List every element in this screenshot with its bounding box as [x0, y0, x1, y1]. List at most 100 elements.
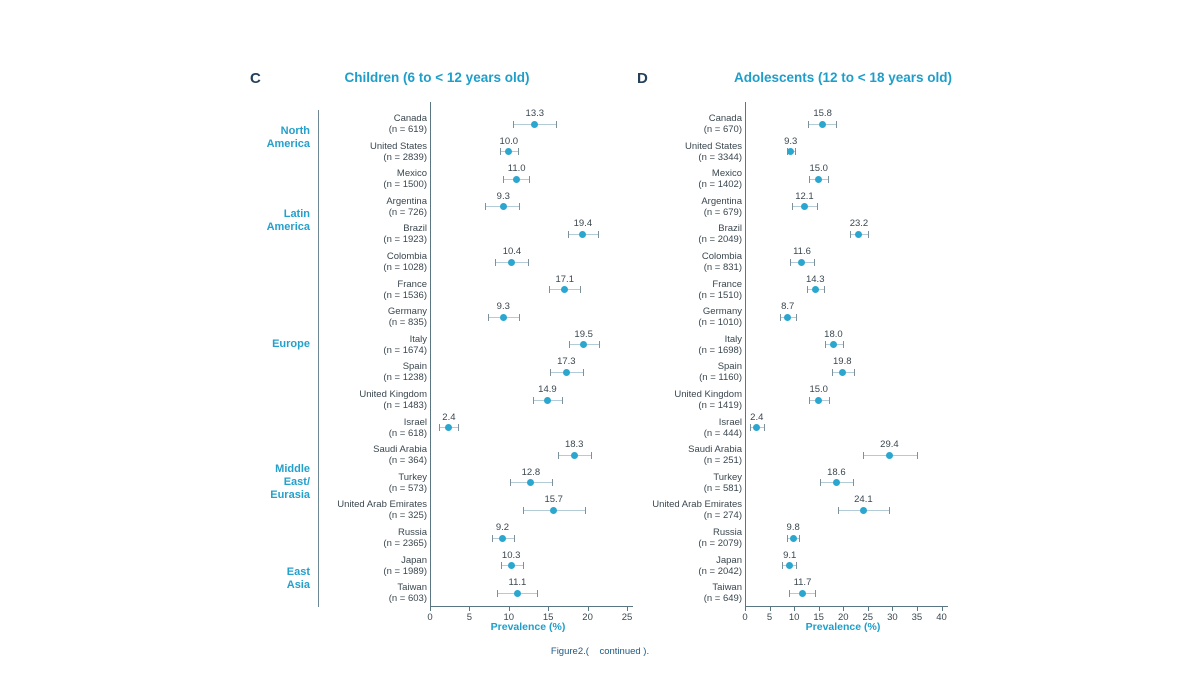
- error-bar-cap-right: [842, 341, 844, 349]
- error-bar-cap-left: [786, 534, 788, 542]
- error-bar-cap-left: [495, 258, 497, 266]
- value-label: 9.3: [496, 301, 510, 313]
- error-bar-cap-right: [799, 534, 801, 542]
- error-bar-cap-right: [814, 258, 816, 266]
- data-point: [550, 506, 558, 514]
- axis-tick-label: 30: [887, 612, 898, 623]
- country-name: France: [712, 278, 742, 290]
- country-label: United States (n = 3344): [542, 141, 742, 163]
- country-label: Taiwan (n = 603): [227, 582, 427, 604]
- region-label: Europe: [110, 338, 310, 351]
- error-bar-cap-right: [579, 286, 581, 294]
- country-label: Spain (n = 1160): [542, 361, 742, 383]
- country-name: United Kingdom: [359, 389, 427, 400]
- country-name: Israel: [718, 416, 742, 428]
- country-sample-size: (n = 581): [703, 482, 742, 494]
- country-name: Canada: [708, 113, 742, 124]
- axis-tick-label: 5: [766, 612, 773, 623]
- error-bar-cap-left: [496, 589, 498, 597]
- data-point: [513, 589, 521, 597]
- region-label-line: Asia: [286, 579, 310, 592]
- value-label: 9.2: [495, 522, 510, 533]
- country-label: Canada (n = 670): [542, 113, 742, 135]
- error-bar-cap-right: [599, 341, 601, 349]
- error-bar-cap-right: [796, 562, 798, 570]
- country-label: United Arab Emirates (n = 325): [227, 499, 427, 521]
- value-label: 9.1: [783, 549, 797, 561]
- axis-tick-label: 35: [911, 612, 923, 623]
- error-bar-cap-right: [552, 479, 554, 487]
- error-bar-cap-left: [792, 203, 794, 211]
- data-point: [579, 230, 587, 238]
- country-name: Italy: [724, 333, 742, 345]
- value-label: 15.8: [813, 108, 832, 119]
- error-bar-cap-left: [503, 175, 505, 183]
- value-label: 9.8: [786, 522, 800, 533]
- value-label: 15.7: [544, 494, 563, 506]
- error-bar-cap-right: [916, 451, 918, 459]
- x-axis-line: [745, 606, 948, 607]
- country-name: Spain: [717, 361, 742, 373]
- value-label: 19.5: [574, 328, 593, 340]
- data-point: [855, 230, 863, 238]
- country-name: Saudi Arabia: [688, 444, 742, 456]
- region-label-line: Europe: [272, 338, 310, 351]
- country-sample-size: (n = 2079): [698, 538, 742, 549]
- data-point: [815, 175, 823, 183]
- error-bar-cap-right: [795, 313, 797, 321]
- country-sample-size: (n = 1028): [383, 262, 427, 273]
- country-sample-size: (n = 2042): [698, 565, 742, 577]
- axis-tick: [941, 606, 943, 611]
- axis-tick-label: 0: [427, 612, 433, 623]
- value-label: 14.9: [538, 384, 557, 395]
- country-sample-size: (n = 1010): [698, 317, 742, 329]
- error-bar-cap-right: [828, 175, 830, 183]
- panel-d-letter: D: [637, 70, 648, 87]
- country-name: United States: [684, 140, 742, 152]
- country-name: Italy: [409, 333, 427, 345]
- country-sample-size: (n = 2839): [383, 151, 427, 163]
- country-name: Turkey: [398, 471, 427, 483]
- country-sample-size: (n = 1483): [383, 400, 427, 411]
- value-label: 12.8: [521, 466, 541, 478]
- data-point: [829, 341, 837, 349]
- y-axis-line: [430, 102, 431, 606]
- error-bar-cap-right: [888, 506, 890, 514]
- data-point: [789, 534, 797, 542]
- country-sample-size: (n = 444): [703, 427, 742, 439]
- axis-tick-label: 20: [837, 612, 849, 623]
- country-label: Colombia (n = 1028): [227, 251, 427, 273]
- error-bar-cap-left: [549, 368, 551, 376]
- country-label: Italy (n = 1674): [227, 334, 427, 356]
- data-point: [531, 120, 539, 128]
- country-sample-size: (n = 2049): [698, 234, 742, 246]
- data-point: [832, 479, 840, 487]
- country-sample-size: (n = 251): [703, 455, 742, 467]
- country-sample-size: (n = 1989): [383, 565, 427, 577]
- axis-tick-label: 10: [503, 612, 515, 623]
- error-bar-cap-left: [568, 341, 570, 349]
- x-axis-line: [430, 606, 633, 607]
- axis-tick-label: 20: [582, 612, 593, 623]
- country-name: Taiwan: [397, 582, 427, 594]
- country-sample-size: (n = 1674): [383, 344, 427, 356]
- error-bar-cap-right: [582, 368, 584, 376]
- axis-tick: [843, 606, 845, 611]
- country-label: Japan (n = 1989): [227, 555, 427, 577]
- error-bar-cap-right: [823, 286, 825, 294]
- error-bar-cap-right: [867, 230, 869, 238]
- value-label: 2.4: [442, 411, 456, 423]
- value-label: 15.0: [809, 384, 828, 395]
- error-bar-cap-left: [522, 506, 524, 514]
- error-bar-cap-right: [763, 424, 765, 432]
- country-sample-size: (n = 1238): [383, 372, 427, 384]
- country-sample-size: (n = 325): [388, 510, 427, 522]
- data-point: [570, 451, 578, 459]
- country-name: United Arab Emirates: [337, 499, 427, 511]
- country-label: Argentina (n = 679): [542, 196, 742, 218]
- country-sample-size: (n = 1698): [698, 344, 742, 356]
- axis-tick: [818, 606, 820, 611]
- error-bar-cap-left: [485, 203, 487, 211]
- country-name: Japan: [401, 554, 427, 566]
- country-name: Mexico: [396, 168, 427, 180]
